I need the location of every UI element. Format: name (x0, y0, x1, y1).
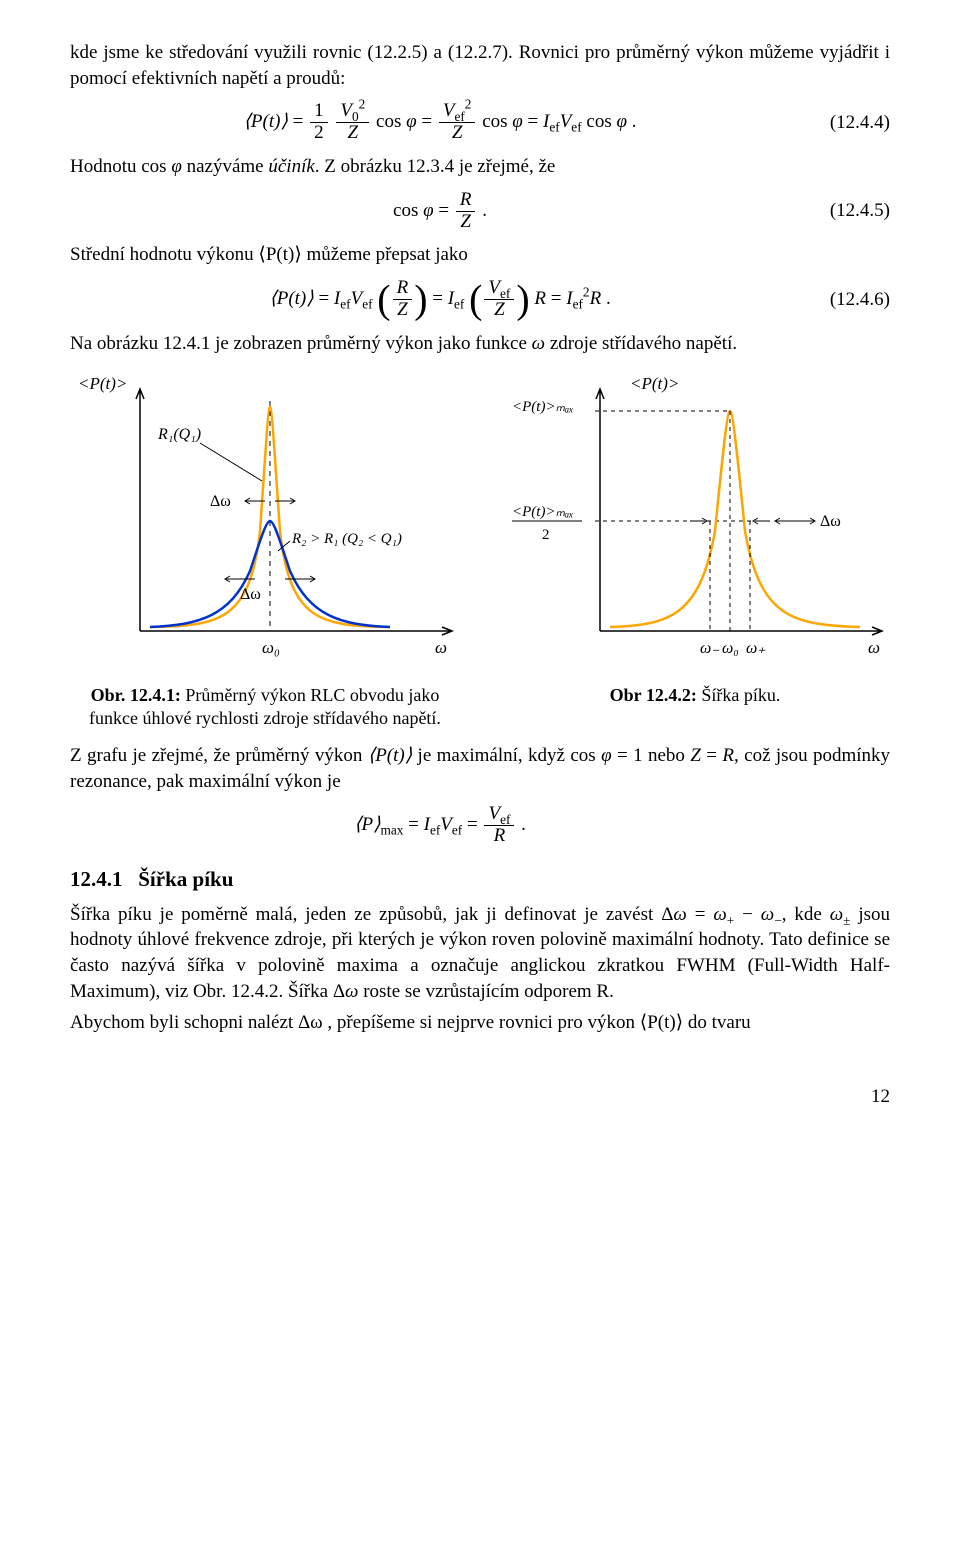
caption-12-4-1: Obr. 12.4.1: Průměrný výkon RLC obvodu j… (70, 684, 460, 729)
para-rewrite: Abychom byli schopni nalézt Δω , přepíše… (70, 1010, 890, 1036)
equation-number: (12.4.5) (810, 198, 890, 224)
text: Šířka píku je poměrně malá, jeden ze způ… (70, 904, 661, 925)
text: je maximální, když (412, 745, 570, 766)
section-heading: 12.4.1 Šířka píku (70, 865, 890, 893)
caption-12-4-2: Obr 12.4.2: Šířka píku. (500, 684, 890, 729)
fig2-dw: Δω (820, 513, 841, 530)
text: zdroje střídavého napětí. (545, 333, 737, 354)
figure-12-4-1: <P(t)> R₁(Q₁) (70, 371, 460, 679)
fig2-yhalf-top: <P(t)>ₘₐₓ (512, 504, 574, 520)
equation-body: ⟨P(t)⟩ = 12 V02Z cos φ = Vef2Z cos φ = I… (70, 101, 810, 144)
text: , kde (782, 904, 830, 925)
figure-12-4-2: <P(t)> <P(t)>ₘₐₓ <P(t)>ₘₐₓ 2 (500, 371, 890, 679)
fig1-dw-lower: Δω (240, 586, 261, 603)
fig2-w: ω (868, 638, 880, 657)
text: Na obrázku 12.4.1 je zobrazen průměrný v… (70, 333, 532, 354)
para-intro: kde jsme ke středování využili rovnic (1… (70, 40, 890, 91)
para-ucinik: Hodnotu cos φ nazýváme účiník. Z obrázku… (70, 154, 890, 180)
fig1-ylabel: <P(t)> (78, 374, 127, 393)
equation-12-4-5: cos φ = RZ . (12.4.5) (70, 190, 890, 233)
text: . Z obrázku 12.3.4 je zřejmé, že (315, 156, 556, 177)
fig2-ymax: <P(t)>ₘₐₓ (512, 399, 574, 415)
text: roste se vzrůstajícím odporem R. (358, 981, 613, 1002)
equation-body: ⟨P⟩max = IefVef = VefR . (70, 804, 810, 847)
fig2-w0: ω₀ (722, 640, 739, 657)
text: Z grafu je zřejmé, že průměrný výkon (70, 745, 368, 766)
para-stredni: Střední hodnotu výkonu ⟨P(t)⟩ můžeme pře… (70, 242, 890, 268)
fig2-ylabel: <P(t)> (630, 374, 679, 393)
text-emph: účiník (268, 156, 314, 177)
section-title: Šířka píku (138, 867, 233, 891)
fig1-dw-upper: Δω (210, 493, 231, 510)
fig1-r1q1-label: R₁(Q₁) (157, 426, 201, 443)
equation-12-4-4: ⟨P(t)⟩ = 12 V02Z cos φ = Vef2Z cos φ = I… (70, 101, 890, 144)
section-number: 12.4.1 (70, 867, 123, 891)
fig1-r2-label: R₂ > R₁ (Q₂ < Q₁) (291, 531, 402, 547)
equation-12-4-6: ⟨P(t)⟩ = IefVef (RZ) = Ief (VefZ) R = Ie… (70, 278, 890, 321)
equation-pmax: ⟨P⟩max = IefVef = VefR . (70, 804, 890, 847)
equation-number: (12.4.4) (810, 110, 890, 136)
text: nebo (643, 745, 691, 766)
text: nazýváme (182, 156, 269, 177)
caption-text: Šířka píku. (697, 685, 781, 705)
para-obr-ref: Na obrázku 12.4.1 je zobrazen průměrný v… (70, 331, 890, 357)
fig2-wminus: ω₋ (700, 640, 720, 657)
equation-body: cos φ = RZ . (70, 190, 810, 233)
fig1-w: ω (435, 638, 447, 657)
fig2-yhalf-bot: 2 (542, 527, 550, 543)
para-fwhm: Šířka píku je poměrně malá, jeden ze způ… (70, 902, 890, 1005)
equation-body: ⟨P(t)⟩ = IefVef (RZ) = Ief (VefZ) R = Ie… (70, 278, 810, 321)
caption-label: Obr 12.4.2: (610, 685, 697, 705)
page-number: 12 (70, 1084, 890, 1110)
caption-label: Obr. 12.4.1: (91, 685, 181, 705)
fig1-w0: ω₀ (262, 638, 280, 657)
para-max: Z grafu je zřejmé, že průměrný výkon ⟨P(… (70, 743, 890, 794)
equation-number: (12.4.6) (810, 287, 890, 313)
fig2-wplus: ω₊ (746, 640, 766, 657)
text: Hodnotu (70, 156, 141, 177)
